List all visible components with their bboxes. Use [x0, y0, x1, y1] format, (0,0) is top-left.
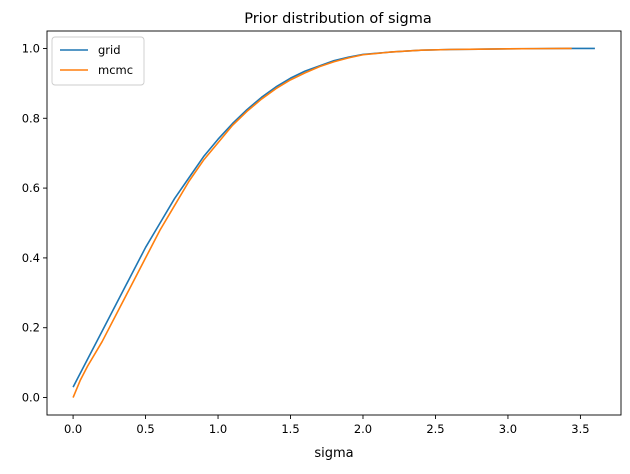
x-tick-label: 3.0 [499, 422, 517, 436]
x-tick-label: 0.0 [64, 422, 82, 436]
plot-area: 0.0 0.5 1.0 1.5 2.0 2.5 3.0 3.5 0.0 0.2 0.4 0.6 0.8… [22, 30, 622, 461]
x-tick-label: 0.5 [136, 422, 154, 436]
x-tick-label: 2.5 [426, 422, 444, 436]
legend-label-grid: grid [98, 43, 121, 57]
x-tick-label: 2.0 [354, 422, 372, 436]
y-tick-label: 1.0 [22, 41, 40, 55]
y-tick-label: 0.2 [22, 321, 40, 335]
x-axis-label: sigma [314, 446, 353, 461]
axes-frame [46, 30, 622, 416]
x-tick-label: 1.0 [209, 422, 227, 436]
y-tick-label: 0.8 [22, 111, 40, 125]
y-tick-label: 0.6 [22, 181, 40, 195]
series-layer [72, 47, 595, 398]
legend-box [51, 36, 145, 86]
legend-label-mcmc: mcmc [98, 63, 133, 77]
x-tick-label: 1.5 [281, 422, 299, 436]
y-axis-ticks: 0.0 0.2 0.4 0.6 0.8 1.0 [22, 41, 47, 405]
chart-title: Prior distribution of sigma [244, 11, 432, 27]
series-line-mcmc [72, 47, 572, 398]
y-tick-label: 0.4 [22, 251, 40, 265]
x-axis-ticks: 0.0 0.5 1.0 1.5 2.0 2.5 3.0 3.5 [64, 415, 590, 436]
chart-legend: grid mcmc [51, 36, 145, 86]
y-tick-label: 0.0 [22, 391, 40, 405]
x-tick-label: 3.5 [571, 422, 589, 436]
